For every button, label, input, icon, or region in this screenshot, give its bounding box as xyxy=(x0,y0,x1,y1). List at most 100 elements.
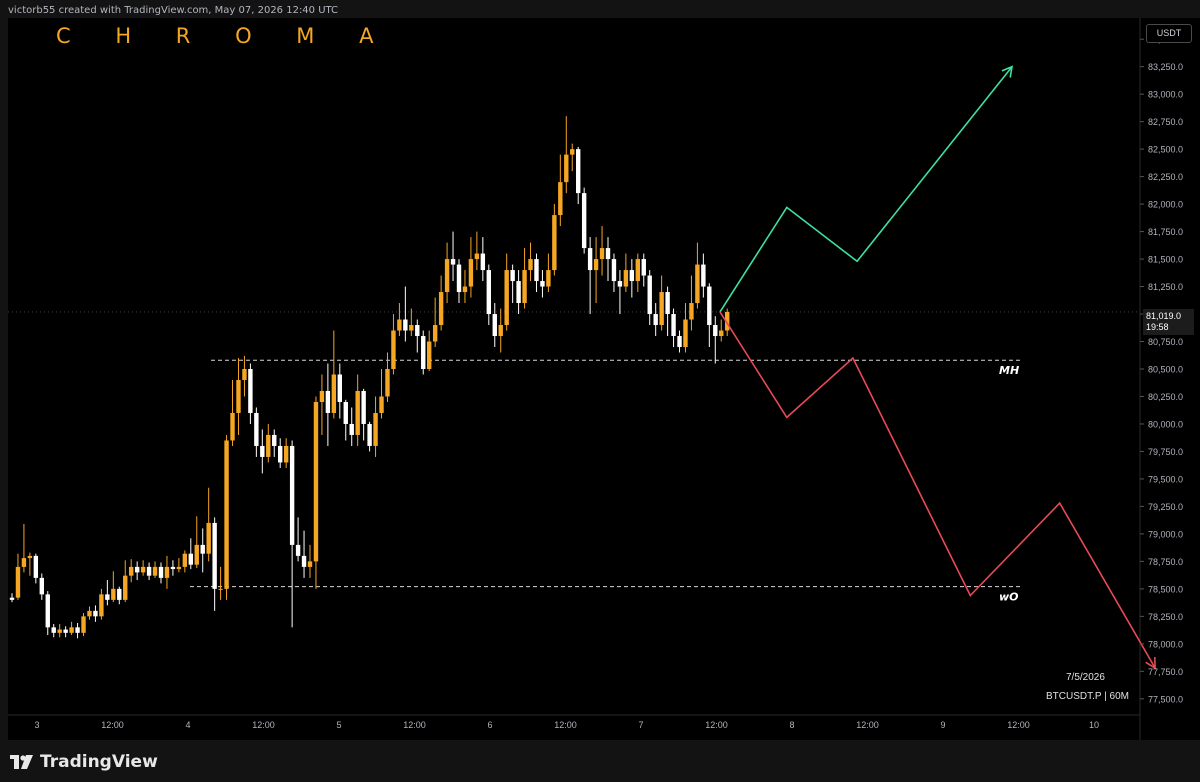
date-note: 7/5/2026 xyxy=(1066,672,1105,683)
candle-body xyxy=(647,275,652,315)
price-tick-label: 78,250.0 xyxy=(1148,612,1183,622)
price-tick-label: 81,500.0 xyxy=(1148,255,1183,265)
candle-body xyxy=(593,259,599,271)
projection-paths xyxy=(719,65,1156,670)
candle-body xyxy=(474,253,480,260)
time-tick-label: 12:00 xyxy=(403,720,426,730)
price-tick-label: 77,750.0 xyxy=(1148,667,1183,677)
candle-body xyxy=(516,281,521,304)
bullish-projection-path-arrowhead xyxy=(1001,65,1014,78)
price-tick-label: 79,500.0 xyxy=(1148,474,1183,484)
candle-body xyxy=(546,270,551,287)
candle-body xyxy=(146,566,152,576)
time-tick-label: 5 xyxy=(336,720,341,730)
price-tick-label: 80,750.0 xyxy=(1148,337,1183,347)
candle-body xyxy=(129,566,134,576)
time-tick-label: 12:00 xyxy=(554,720,577,730)
level-label-mh: MH xyxy=(999,364,1019,377)
price-tick-label: 77,500.0 xyxy=(1148,694,1183,704)
candle-body xyxy=(373,412,378,446)
price-tick-label: 79,250.0 xyxy=(1148,502,1183,512)
candle-body xyxy=(87,610,92,617)
candle-body xyxy=(540,281,545,287)
candle-body xyxy=(325,390,331,413)
candle-body xyxy=(504,270,509,326)
candle-body xyxy=(289,445,295,545)
bearish-projection-path-arrowhead xyxy=(1145,656,1156,670)
candle-body xyxy=(528,259,533,271)
candle-body xyxy=(242,369,247,380)
price-tick-label: 79,750.0 xyxy=(1148,447,1183,457)
candle-body xyxy=(33,555,39,578)
candle-body xyxy=(218,588,223,590)
candle-body xyxy=(117,588,122,600)
candle-body xyxy=(260,445,265,457)
candle-body xyxy=(492,314,497,337)
candle-body xyxy=(409,325,414,331)
candle-body xyxy=(27,555,33,559)
price-tick-label: 81,250.0 xyxy=(1148,282,1183,292)
candle-body xyxy=(331,374,337,413)
symbol-note: BTCUSDT.P | 60M xyxy=(1046,691,1129,702)
time-axis-labels: 3 12:00 4 12:00 5 12:00 6 12:00 7 12:00 8 12:00 9 12:… xyxy=(34,720,1099,730)
time-tick-label: 12:00 xyxy=(705,720,728,730)
candle-body xyxy=(272,434,277,446)
brand-watermark: C H R O M A xyxy=(56,24,393,48)
candle-body xyxy=(599,248,605,260)
candle-body xyxy=(665,292,670,315)
tradingview-logo[interactable]: TradingView xyxy=(10,752,158,772)
candle-body xyxy=(283,445,289,463)
candle-body xyxy=(701,264,706,287)
candle-body xyxy=(379,396,384,413)
candle-body xyxy=(659,292,664,326)
last-price-tag: 81,019.0 19:58 xyxy=(1143,309,1194,335)
currency-selector[interactable]: USDT xyxy=(1146,24,1192,43)
candle-body xyxy=(397,319,402,331)
candle-body xyxy=(123,575,128,600)
candle-body xyxy=(367,423,372,446)
candles xyxy=(9,116,730,639)
candle-body xyxy=(719,330,724,337)
time-tick-label: 3 xyxy=(34,720,39,730)
candle-body xyxy=(9,597,15,600)
candle-body xyxy=(361,390,366,424)
candle-body xyxy=(111,588,116,600)
level-label-wo: wO xyxy=(999,591,1019,604)
candle-body xyxy=(629,270,635,282)
candle-body xyxy=(450,259,456,265)
price-tick-label: 78,500.0 xyxy=(1148,584,1183,594)
time-tick-label: 12:00 xyxy=(1007,720,1030,730)
candle-body xyxy=(671,314,676,337)
price-tick-label: 78,750.0 xyxy=(1148,557,1183,567)
footer-bar xyxy=(0,740,1200,782)
candle-body xyxy=(510,270,515,282)
candle-body xyxy=(212,522,217,589)
price-axis-background[interactable] xyxy=(1140,18,1200,740)
bar-countdown: 19:58 xyxy=(1146,322,1169,332)
candle-body xyxy=(498,325,503,337)
candle-body xyxy=(75,627,80,633)
candle-body xyxy=(385,369,390,397)
candle-body xyxy=(99,594,104,617)
candle-body xyxy=(605,248,611,260)
price-tick-label: 82,000.0 xyxy=(1148,200,1183,210)
price-tick-label: 79,000.0 xyxy=(1148,529,1183,539)
candle-body xyxy=(266,434,271,457)
candle-body xyxy=(188,553,193,565)
candle-body xyxy=(295,544,301,556)
candle-body xyxy=(164,566,170,578)
candle-body xyxy=(349,423,354,435)
candle-body xyxy=(170,566,176,570)
price-tick-label: 82,500.0 xyxy=(1148,145,1183,155)
price-tick-label: 81,750.0 xyxy=(1148,227,1183,237)
candle-body xyxy=(564,154,569,183)
candle-body xyxy=(576,149,581,194)
tradingview-logo-text: TradingView xyxy=(40,752,158,772)
candle-body xyxy=(93,610,98,617)
candle-body xyxy=(63,629,68,633)
candle-body xyxy=(248,369,253,413)
plot-background xyxy=(8,18,1140,740)
candle-body xyxy=(480,253,486,271)
candle-body xyxy=(522,270,527,304)
